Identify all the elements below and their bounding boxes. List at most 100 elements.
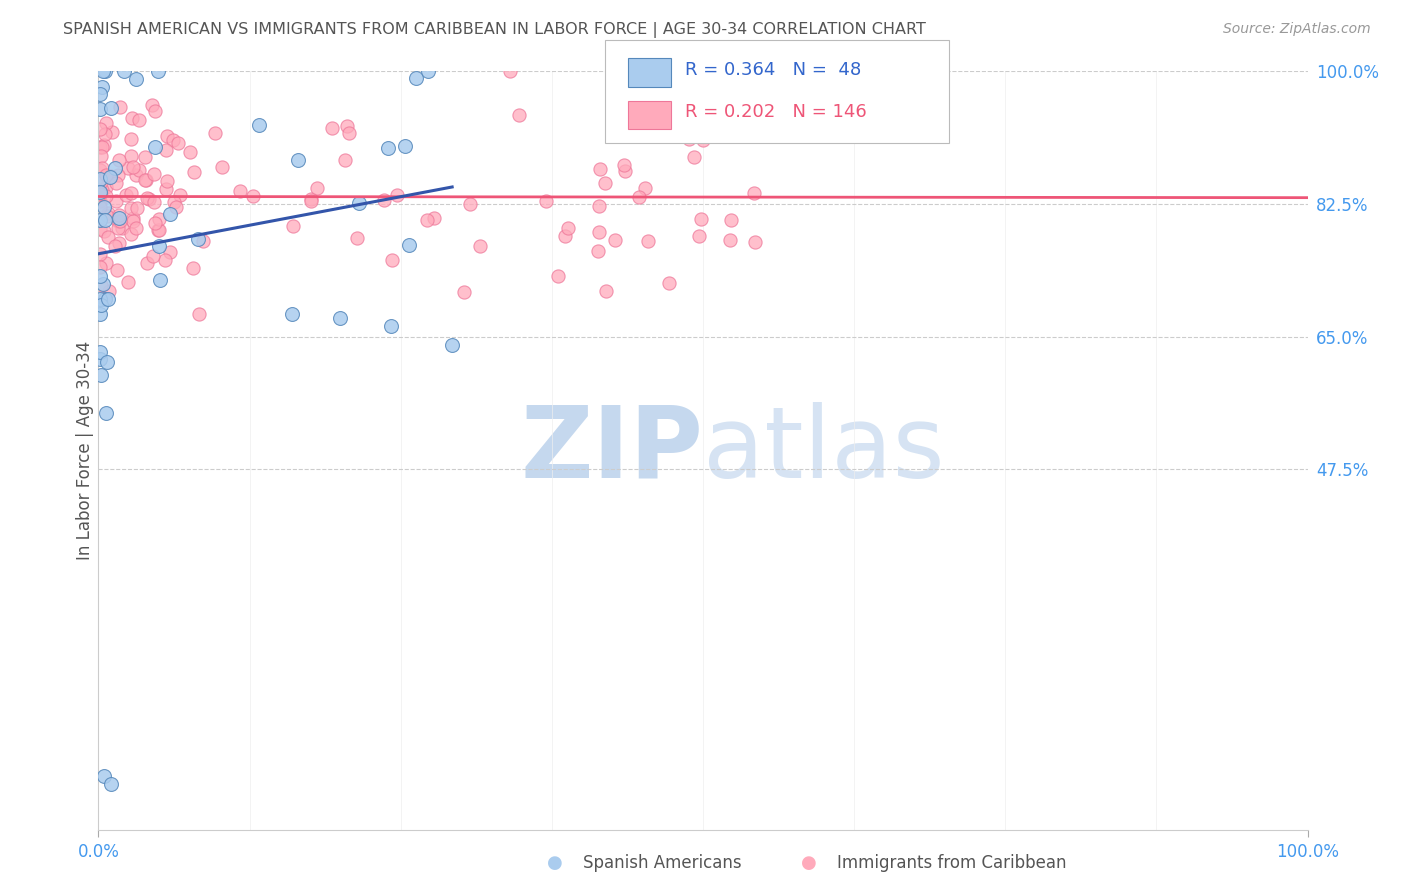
Point bbox=[283, 219, 305, 233]
Point bbox=[135, 172, 157, 186]
Point bbox=[299, 194, 322, 208]
Point bbox=[121, 112, 143, 126]
Point bbox=[329, 311, 352, 326]
Point bbox=[91, 79, 114, 94]
Point bbox=[134, 150, 156, 164]
Point bbox=[627, 190, 650, 204]
Point bbox=[765, 64, 787, 78]
Point bbox=[120, 186, 142, 201]
Point bbox=[100, 777, 122, 791]
Point bbox=[115, 187, 138, 202]
Point bbox=[107, 168, 129, 182]
Point bbox=[96, 355, 118, 369]
Point bbox=[93, 200, 115, 214]
Point bbox=[89, 221, 111, 235]
Point bbox=[683, 150, 706, 164]
Point bbox=[108, 208, 131, 222]
Point bbox=[742, 186, 765, 201]
Point bbox=[89, 103, 111, 117]
Point bbox=[143, 103, 166, 118]
Point bbox=[321, 120, 343, 135]
Point bbox=[98, 285, 121, 299]
Point bbox=[89, 247, 111, 261]
Point bbox=[162, 195, 184, 210]
Point bbox=[91, 140, 114, 154]
Point bbox=[111, 221, 134, 235]
Point bbox=[104, 161, 127, 175]
Point bbox=[586, 244, 609, 258]
Point bbox=[156, 174, 179, 188]
Point bbox=[692, 132, 714, 146]
Point bbox=[498, 64, 520, 78]
Point bbox=[547, 269, 569, 284]
Point bbox=[468, 239, 491, 253]
Point bbox=[187, 232, 209, 246]
Point bbox=[125, 72, 148, 87]
Point bbox=[155, 182, 177, 196]
Point bbox=[108, 153, 131, 167]
Point bbox=[108, 236, 131, 251]
Point bbox=[441, 338, 464, 352]
Point bbox=[89, 186, 111, 200]
Point bbox=[333, 153, 356, 167]
Point bbox=[247, 118, 270, 132]
Point bbox=[91, 277, 114, 291]
Point bbox=[153, 253, 176, 268]
Point bbox=[740, 117, 762, 131]
Point bbox=[104, 176, 127, 190]
Point bbox=[159, 207, 181, 221]
Point bbox=[94, 169, 117, 183]
Point bbox=[589, 161, 612, 176]
Point bbox=[169, 188, 191, 202]
Point bbox=[120, 149, 142, 163]
Point bbox=[94, 256, 117, 270]
Point bbox=[125, 201, 148, 215]
Point bbox=[93, 127, 115, 141]
Point bbox=[146, 64, 169, 78]
Point bbox=[94, 292, 117, 306]
Text: ●: ● bbox=[547, 855, 564, 872]
Point bbox=[179, 145, 201, 160]
Point bbox=[149, 273, 172, 287]
Point bbox=[100, 101, 122, 115]
Point bbox=[89, 200, 111, 214]
Point bbox=[211, 160, 233, 174]
Point bbox=[96, 206, 118, 220]
Point bbox=[104, 239, 127, 253]
Point bbox=[107, 221, 129, 235]
Point bbox=[613, 164, 636, 178]
Point bbox=[94, 116, 117, 130]
Point bbox=[120, 227, 142, 241]
Point bbox=[101, 125, 124, 139]
Point bbox=[148, 239, 170, 253]
Point bbox=[166, 136, 188, 151]
Point bbox=[89, 292, 111, 306]
Point bbox=[124, 220, 146, 235]
Point bbox=[135, 256, 157, 270]
Y-axis label: In Labor Force | Age 30-34: In Labor Force | Age 30-34 bbox=[76, 341, 94, 560]
Point bbox=[141, 249, 163, 263]
Point bbox=[385, 188, 408, 202]
Point bbox=[90, 175, 112, 189]
Point bbox=[105, 194, 128, 208]
Point bbox=[90, 183, 112, 197]
Point bbox=[128, 113, 150, 128]
Point bbox=[156, 128, 179, 143]
Point bbox=[107, 214, 129, 228]
Point bbox=[94, 180, 117, 194]
Point bbox=[122, 211, 145, 226]
Point bbox=[416, 213, 439, 227]
Point bbox=[89, 185, 111, 199]
Point bbox=[89, 140, 111, 154]
Point bbox=[89, 269, 111, 284]
Point bbox=[159, 244, 181, 259]
Point bbox=[90, 278, 112, 293]
Point bbox=[141, 98, 163, 112]
Point bbox=[143, 216, 166, 230]
Point bbox=[89, 172, 111, 186]
Point bbox=[90, 161, 112, 175]
Point bbox=[108, 100, 131, 114]
Point bbox=[89, 352, 111, 367]
Point bbox=[108, 211, 131, 226]
Point bbox=[162, 133, 184, 147]
